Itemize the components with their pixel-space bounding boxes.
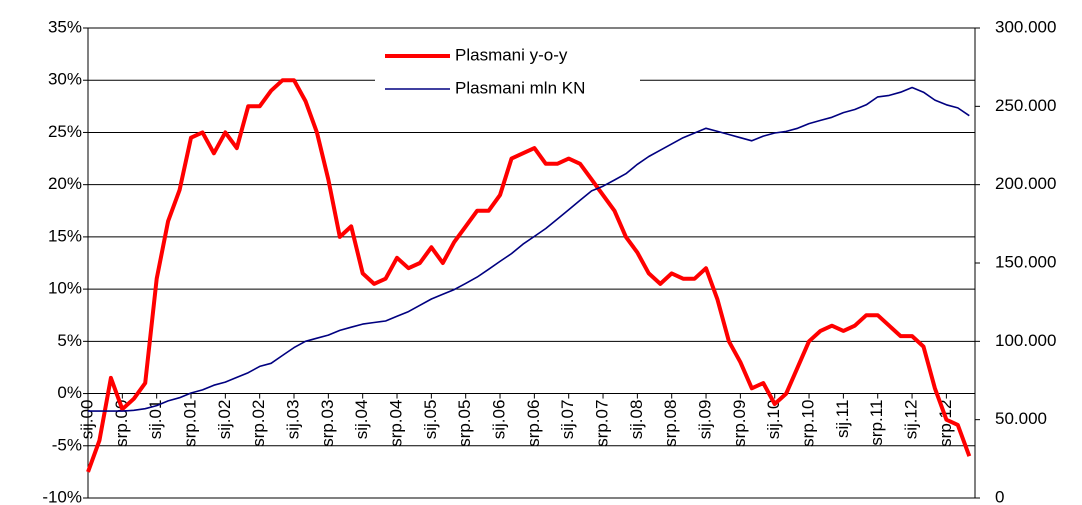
x-tick-label: srp.08 [661, 400, 680, 447]
y-tick-label: 25% [48, 122, 82, 141]
x-tick-label: sij.00 [77, 400, 96, 440]
legend-box [375, 40, 640, 106]
x-tick-label: srp.06 [524, 400, 543, 447]
x-tick-label: srp.12 [936, 400, 955, 447]
y2-tick-label: 150.000 [995, 252, 1056, 271]
y-tick-label: 15% [48, 226, 82, 245]
x-tick-label: sij.04 [352, 400, 371, 440]
legend: Plasmani y-o-y Plasmani mln KN [375, 40, 640, 106]
x-tick-label: sij.03 [283, 400, 302, 440]
y-tick-label: 0% [57, 383, 82, 402]
x-tick-label: sij.02 [215, 400, 234, 440]
x-tick-label: srp.11 [867, 400, 886, 446]
x-tick-label: sij.11 [833, 400, 852, 438]
y2-tick-label: 250.000 [995, 96, 1056, 115]
x-tick-label: srp.05 [455, 400, 474, 447]
x-tick-label: sij.06 [490, 400, 509, 440]
y-tick-label: 20% [48, 174, 82, 193]
x-tick-label: srp.07 [593, 400, 612, 447]
series-line [86, 78, 972, 473]
y-tick-label: -10% [42, 487, 82, 505]
x-tick-label: sij.08 [627, 400, 646, 440]
x-tick-label: srp.04 [387, 400, 406, 447]
y-tick-label: 35% [48, 17, 82, 36]
y-tick-label: -5% [52, 435, 82, 454]
x-tick-label: sij.09 [696, 400, 715, 440]
y-tick-label: 30% [48, 70, 82, 89]
y2-tick-label: 100.000 [995, 331, 1056, 350]
x-tick-label: sij.07 [558, 400, 577, 440]
x-tick-label: srp.01 [180, 400, 199, 447]
x-tick-label: srp.02 [249, 400, 268, 447]
y2-tick-label: 200.000 [995, 174, 1056, 193]
plot-frame [87, 27, 976, 499]
x-tick-label: sij.01 [146, 400, 165, 440]
x-tick-label: srp.10 [799, 400, 818, 447]
series-line [88, 86, 970, 412]
legend-label: Plasmani mln KN [455, 78, 585, 97]
y-tick-label: 5% [57, 331, 82, 350]
legend-label: Plasmani y-o-y [455, 45, 568, 64]
y2-tick-label: 0 [995, 487, 1004, 505]
x-tick-label: srp.09 [730, 400, 749, 447]
x-tick-label: srp.03 [318, 400, 337, 447]
x-tick-label: sij.10 [764, 400, 783, 440]
x-tick-label: sij.12 [902, 400, 921, 440]
x-tick-label: sij.05 [421, 400, 440, 440]
y2-tick-label: 300.000 [995, 17, 1056, 36]
y2-tick-label: 50.000 [995, 409, 1047, 428]
y-tick-label: 10% [48, 279, 82, 298]
